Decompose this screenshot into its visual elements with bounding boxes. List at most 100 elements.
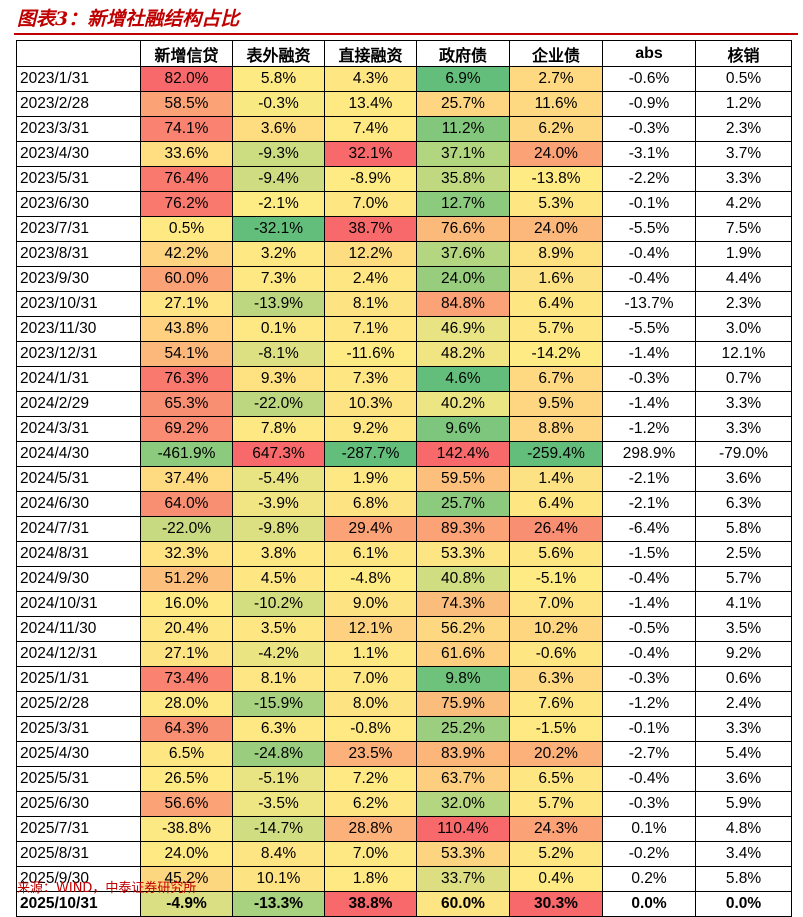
value-cell: 64.0% (140, 491, 233, 517)
date-cell: 2024/1/31 (16, 366, 141, 392)
value-cell: 5.8% (232, 66, 325, 92)
value-cell: 4.4% (695, 266, 792, 292)
value-cell: 7.4% (324, 116, 417, 142)
value-cell: 6.2% (509, 116, 603, 142)
value-cell: 5.2% (509, 841, 603, 867)
value-cell: 9.5% (509, 391, 603, 417)
value-cell: -1.2% (602, 416, 696, 442)
value-cell: 6.8% (324, 491, 417, 517)
value-cell: 28.0% (140, 691, 233, 717)
table-row: 2023/2/28 58.5% -0.3% 13.4% 25.7% 11.6% -0.9% 1… (16, 91, 792, 117)
value-cell: 7.3% (324, 366, 417, 392)
column-header: 表外融资 (232, 40, 325, 67)
value-cell: -2.7% (602, 741, 696, 767)
date-cell: 2024/9/30 (16, 566, 141, 592)
value-cell: -8.1% (232, 341, 325, 367)
value-cell: 56.6% (140, 791, 233, 817)
value-cell: 26.4% (509, 516, 603, 542)
table-row: 2025/5/31 26.5% -5.1% 7.2% 63.7% 6.5% -0.4% 3.6… (16, 766, 792, 792)
date-cell: 2024/10/31 (16, 591, 141, 617)
table-row: 2024/3/31 69.2% 7.8% 9.2% 9.6% 8.8% -1.2% 3.3% (16, 416, 792, 442)
value-cell: 10.3% (324, 391, 417, 417)
value-cell: 3.5% (232, 616, 325, 642)
value-cell: 3.8% (232, 541, 325, 567)
column-header: abs (602, 40, 696, 67)
value-cell: 9.8% (416, 666, 510, 692)
value-cell: 51.2% (140, 566, 233, 592)
value-cell: -1.2% (602, 691, 696, 717)
value-cell: -0.3% (602, 666, 696, 692)
value-cell: 25.7% (416, 491, 510, 517)
value-cell: -1.4% (602, 391, 696, 417)
value-cell: 1.2% (695, 91, 792, 117)
value-cell: -1.5% (602, 541, 696, 567)
value-cell: 32.3% (140, 541, 233, 567)
table-row: 2023/6/30 76.2% -2.1% 7.0% 12.7% 5.3% -0.1% 4.2… (16, 191, 792, 217)
value-cell: 83.9% (416, 741, 510, 767)
value-cell: -13.7% (602, 291, 696, 317)
value-cell: -38.8% (140, 816, 233, 842)
table-row: 2023/11/30 43.8% 0.1% 7.1% 46.9% 5.7% -5.5% 3.0… (16, 316, 792, 342)
value-cell: 8.1% (232, 666, 325, 692)
date-cell: 2025/8/31 (16, 841, 141, 867)
table-row: 2023/12/31 54.1% -8.1% -11.6% 48.2% -14.2% -1.… (16, 341, 792, 367)
value-cell: 2.3% (695, 291, 792, 317)
table-row: 2024/1/31 76.3% 9.3% 7.3% 4.6% 6.7% -0.3% 0.7% (16, 366, 792, 392)
value-cell: 74.3% (416, 591, 510, 617)
column-header: 核销 (695, 40, 792, 67)
value-cell: 75.9% (416, 691, 510, 717)
value-cell: 1.8% (324, 866, 417, 892)
value-cell: 1.6% (509, 266, 603, 292)
value-cell: 63.7% (416, 766, 510, 792)
value-cell: -22.0% (140, 516, 233, 542)
value-cell: -14.7% (232, 816, 325, 842)
table-row: 2023/8/31 42.2% 3.2% 12.2% 37.6% 8.9% -0.4% 1.9… (16, 241, 792, 267)
value-cell: -8.9% (324, 166, 417, 192)
value-cell: 7.5% (695, 216, 792, 242)
value-cell: -2.2% (602, 166, 696, 192)
value-cell: -461.9% (140, 441, 233, 467)
value-cell: -4.8% (324, 566, 417, 592)
value-cell: 5.7% (695, 566, 792, 592)
value-cell: 12.7% (416, 191, 510, 217)
column-header: 政府债 (416, 40, 510, 67)
value-cell: -1.4% (602, 591, 696, 617)
value-cell: 2.4% (324, 266, 417, 292)
value-cell: 2.4% (695, 691, 792, 717)
value-cell: 60.0% (416, 891, 510, 917)
value-cell: 65.3% (140, 391, 233, 417)
table-row: 2023/9/30 60.0% 7.3% 2.4% 24.0% 1.6% -0.4% 4.4% (16, 266, 792, 292)
value-cell: 9.6% (416, 416, 510, 442)
value-cell: 6.3% (232, 716, 325, 742)
value-cell: -11.6% (324, 341, 417, 367)
value-cell: 40.8% (416, 566, 510, 592)
date-cell: 2023/5/31 (16, 166, 141, 192)
value-cell: 1.4% (509, 466, 603, 492)
date-cell: 2023/11/30 (16, 316, 141, 342)
value-cell: 0.5% (140, 216, 233, 242)
value-cell: 1.1% (324, 641, 417, 667)
table-row: 2023/4/30 33.6% -9.3% 32.1% 37.1% 24.0% -3.1% 3… (16, 141, 792, 167)
value-cell: 24.0% (416, 266, 510, 292)
date-cell: 2024/2/29 (16, 391, 141, 417)
value-cell: 0.2% (602, 866, 696, 892)
value-cell: 82.0% (140, 66, 233, 92)
value-cell: -0.4% (602, 266, 696, 292)
value-cell: 647.3% (232, 441, 325, 467)
value-cell: 4.2% (695, 191, 792, 217)
value-cell: 2.3% (695, 116, 792, 142)
value-cell: 24.3% (509, 816, 603, 842)
value-cell: -0.1% (602, 716, 696, 742)
value-cell: 0.0% (695, 891, 792, 917)
value-cell: -79.0% (695, 441, 792, 467)
value-cell: -15.9% (232, 691, 325, 717)
value-cell: 48.2% (416, 341, 510, 367)
table-row: 2024/9/30 51.2% 4.5% -4.8% 40.8% -5.1% -0.4% 5.… (16, 566, 792, 592)
figure-title: 图表3：新增社融结构占比 (17, 8, 240, 30)
value-cell: -24.8% (232, 741, 325, 767)
table-row: 2025/1/31 73.4% 8.1% 7.0% 9.8% 6.3% -0.3% 0.6% (16, 666, 792, 692)
table-row: 2025/9/30 45.2% 10.1% 1.8% 33.7% 0.4% 0.2% 5.8% (16, 866, 792, 892)
table-row: 2024/11/30 20.4% 3.5% 12.1% 56.2% 10.2% -0.5% 3… (16, 616, 792, 642)
table-row: 2024/4/30 -461.9% 647.3% -287.7% 142.4% -259.… (16, 441, 792, 467)
date-cell: 2024/11/30 (16, 616, 141, 642)
